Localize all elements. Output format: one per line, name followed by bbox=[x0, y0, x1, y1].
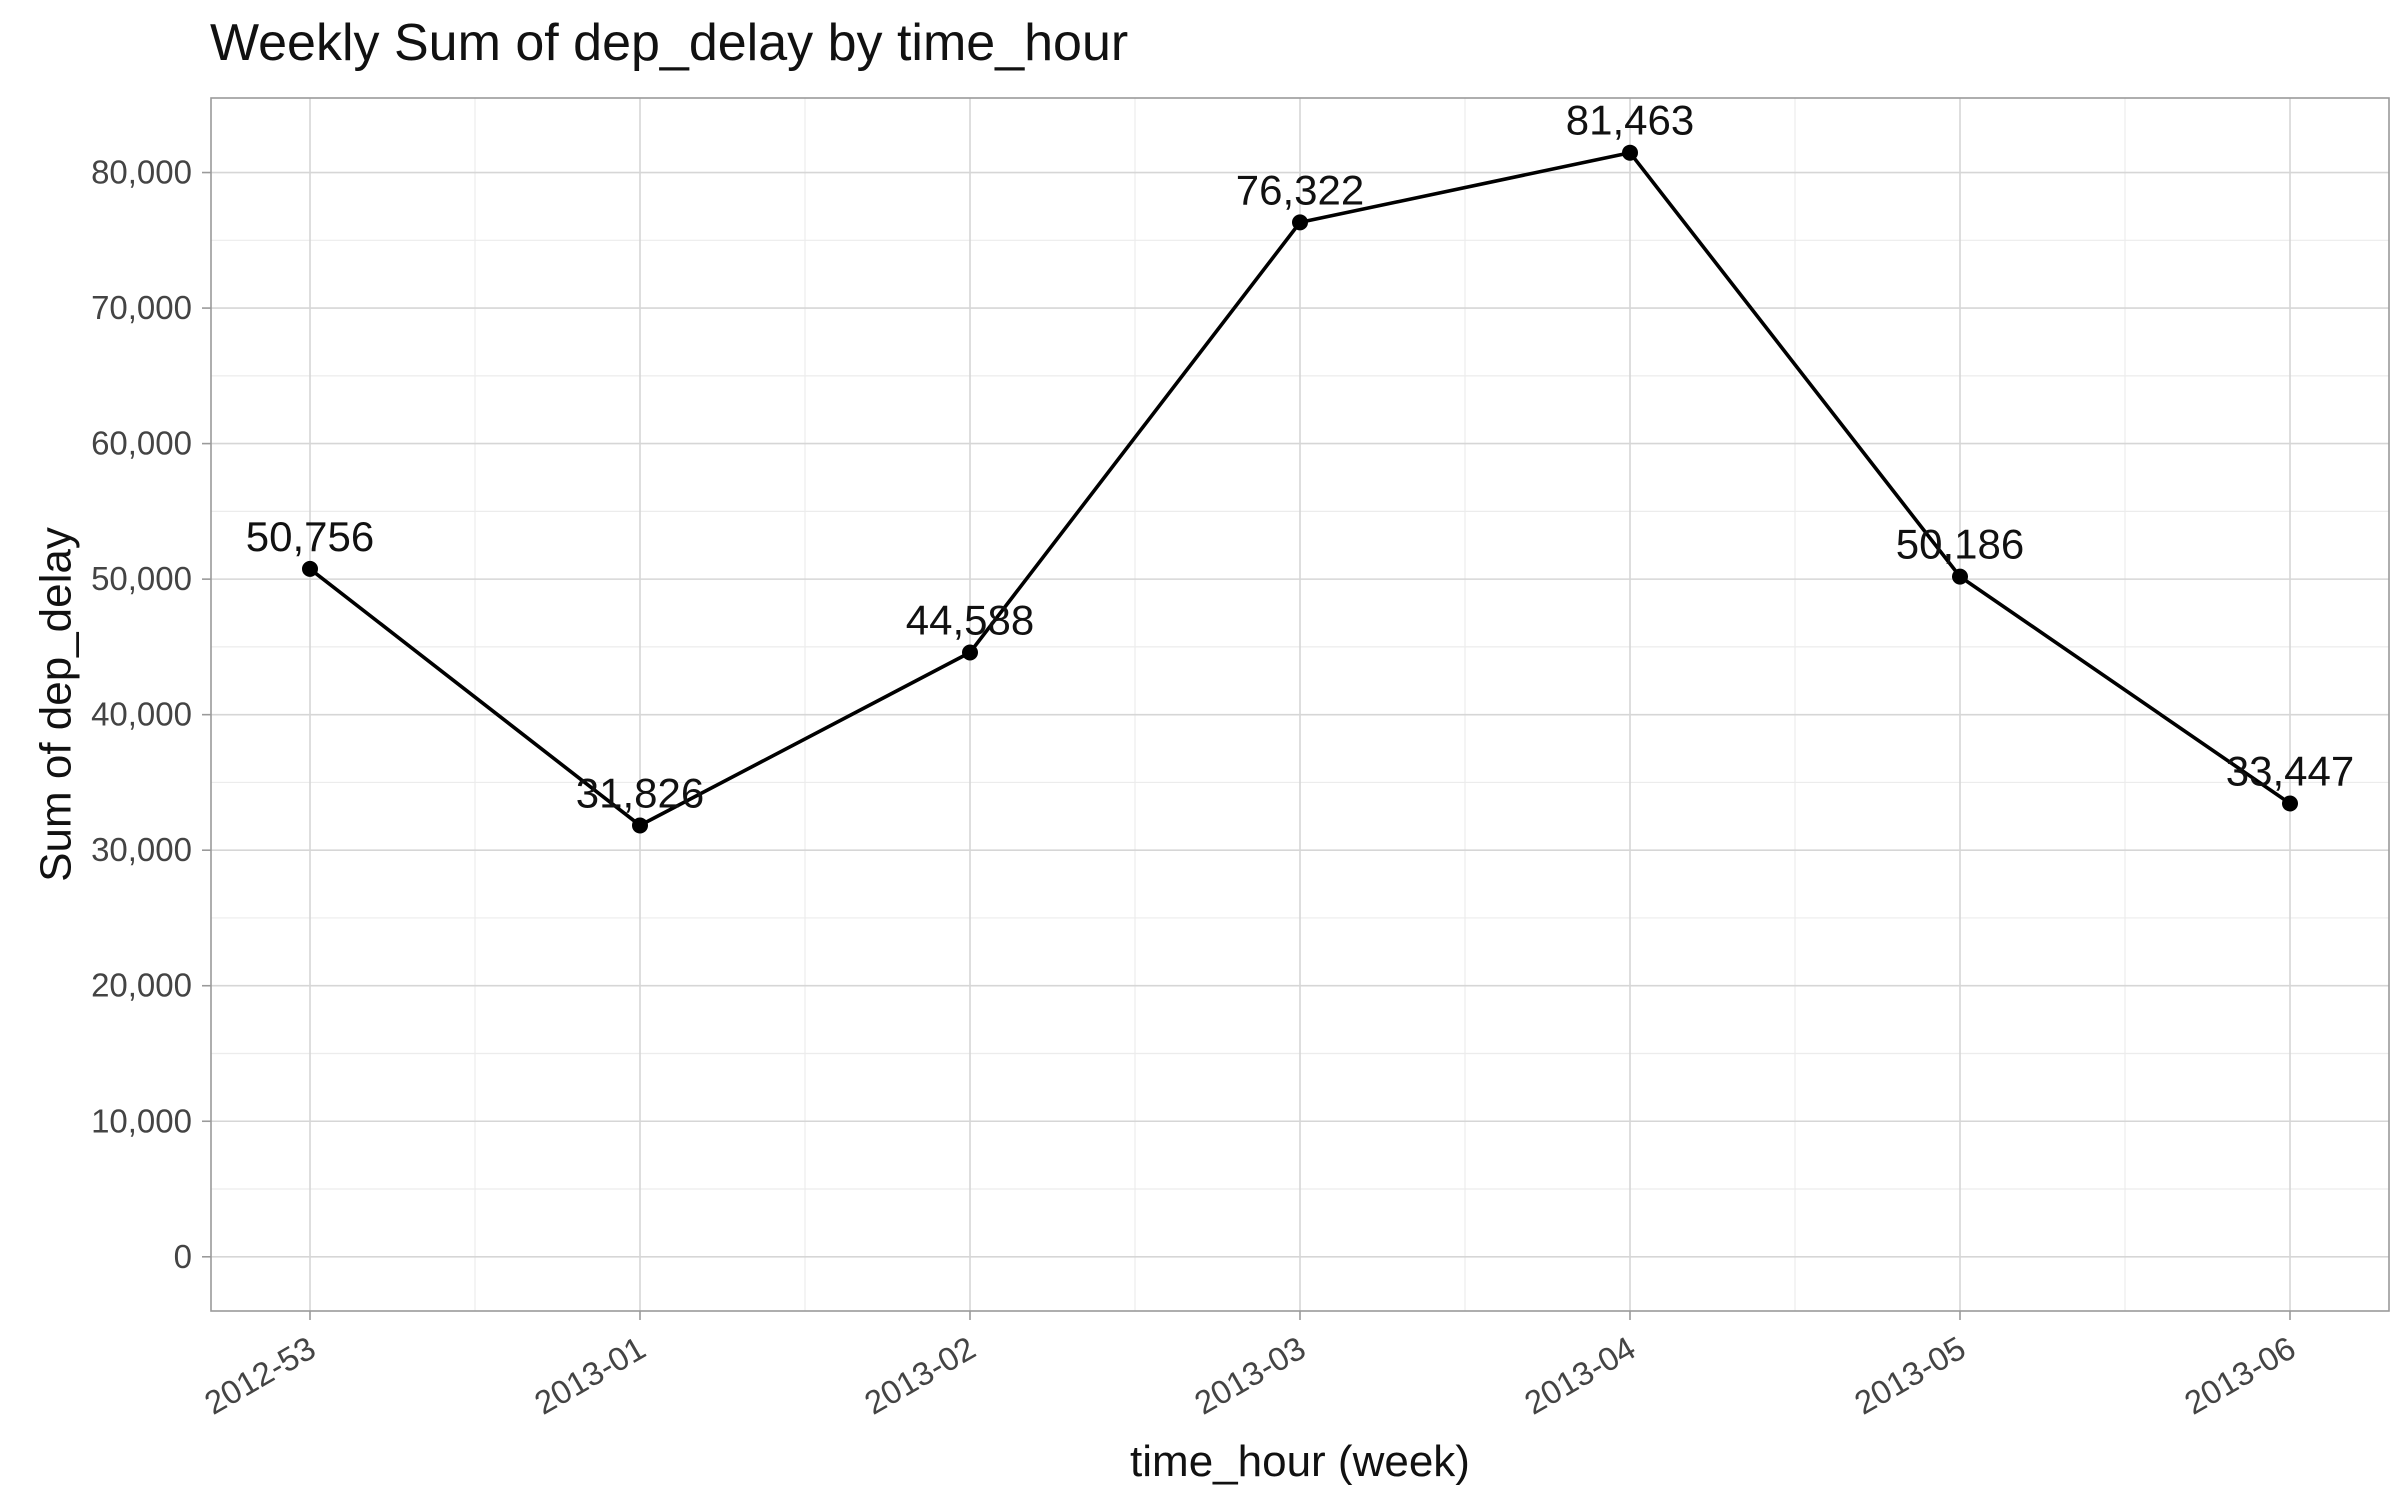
y-tick-label: 60,000 bbox=[91, 425, 192, 462]
y-tick-label: 70,000 bbox=[91, 289, 192, 326]
data-label: 76,322 bbox=[1236, 166, 1364, 213]
series-layer bbox=[302, 144, 2298, 834]
x-axis-title: time_hour (week) bbox=[1130, 1437, 1470, 1486]
x-tick-label: 2013-06 bbox=[2178, 1329, 2301, 1422]
x-tick-label: 2013-01 bbox=[528, 1329, 651, 1422]
data-label: 31,826 bbox=[576, 769, 704, 816]
data-label: 33,447 bbox=[2226, 747, 2354, 794]
data-label: 50,756 bbox=[246, 513, 374, 560]
x-tick-label: 2013-03 bbox=[1188, 1329, 1311, 1422]
x-tick-label: 2013-04 bbox=[1518, 1329, 1641, 1422]
axes: 0 10,000 20,000 30,000 40,000 50,000 60,000 70,… bbox=[91, 154, 2301, 1422]
y-tick-label: 30,000 bbox=[91, 831, 192, 868]
data-point bbox=[1292, 214, 1308, 231]
y-axis-title: Sum of dep_delay bbox=[31, 527, 80, 882]
y-tick-label: 40,000 bbox=[91, 696, 192, 733]
data-label: 50,186 bbox=[1896, 521, 2024, 568]
data-label: 44,588 bbox=[906, 596, 1034, 643]
x-tick-label: 2013-05 bbox=[1848, 1329, 1971, 1422]
y-tick-label: 0 bbox=[174, 1238, 192, 1275]
data-point bbox=[2282, 795, 2298, 812]
data-point bbox=[302, 560, 318, 577]
y-tick-label: 10,000 bbox=[91, 1102, 192, 1139]
data-point bbox=[1622, 144, 1638, 161]
x-tick-label: 2013-02 bbox=[858, 1329, 981, 1422]
chart-title: Weekly Sum of dep_delay by time_hour bbox=[210, 14, 1128, 72]
y-tick-label: 20,000 bbox=[91, 967, 192, 1004]
y-tick-label: 50,000 bbox=[91, 560, 192, 597]
x-tick-label: 2012-53 bbox=[198, 1329, 321, 1422]
data-point bbox=[632, 817, 648, 834]
data-point bbox=[1952, 568, 1968, 585]
data-labels: 50,756 31,826 44,588 76,322 81,463 50,186 33,4… bbox=[246, 97, 2354, 817]
y-tick-label: 80,000 bbox=[91, 154, 192, 191]
grid bbox=[211, 98, 2389, 1311]
data-point bbox=[962, 644, 978, 661]
data-label: 81,463 bbox=[1566, 97, 1694, 144]
